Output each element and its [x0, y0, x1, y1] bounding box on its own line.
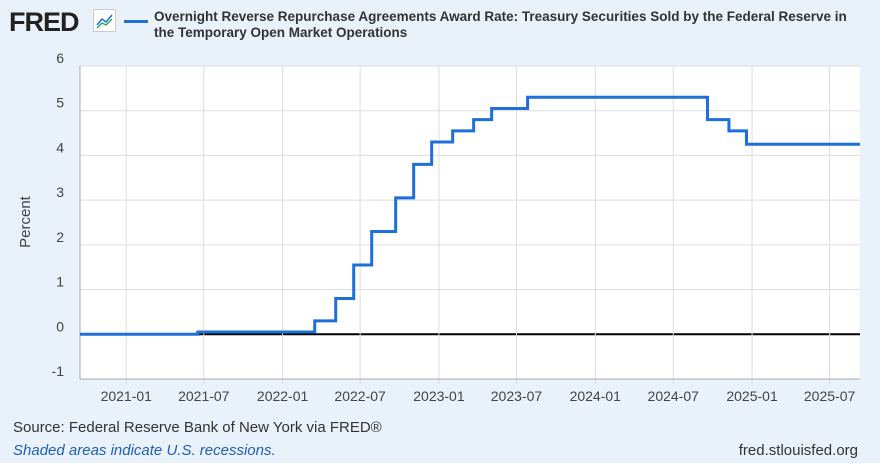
y-tick-label: -1	[52, 363, 65, 379]
chart: -1 0 1 2 3 4 5 6 2021-01 2021-07 2022-01 2022-07 20…	[17, 50, 860, 404]
x-tick-label: 2023-01	[413, 388, 465, 404]
y-tick-label: 6	[56, 50, 64, 66]
x-tick-label: 2024-07	[648, 388, 700, 404]
x-tick-label: 2021-07	[178, 388, 230, 404]
y-tick-label: 1	[56, 274, 64, 290]
source-text: Source: Federal Reserve Bank of New York…	[13, 419, 382, 436]
fred-logo[interactable]: FRED	[9, 7, 79, 37]
y-tick-label: 5	[56, 95, 64, 111]
x-tick-label: 2021-01	[101, 388, 153, 404]
y-tick-label: 2	[56, 229, 64, 245]
y-axis-label: Percent	[17, 195, 34, 248]
site-link[interactable]: fred.stlouisfed.org	[738, 442, 858, 459]
series-line	[80, 95, 860, 336]
x-tick-label: 2023-07	[491, 388, 543, 404]
chart-icon[interactable]	[93, 9, 116, 32]
y-tick-label: 3	[56, 184, 64, 200]
x-tick-label: 2025-01	[726, 388, 778, 404]
y-tick-label: 4	[56, 139, 64, 155]
x-tick-label: 2024-01	[570, 388, 622, 404]
x-tick-label: 2025-07	[804, 388, 856, 404]
recession-note: Shaded areas indicate U.S. recessions.	[13, 442, 276, 459]
x-tick-label: 2022-01	[257, 388, 309, 404]
y-tick-label: 0	[56, 318, 64, 334]
legend-swatch	[124, 20, 148, 23]
x-tick-label: 2022-07	[334, 388, 386, 404]
chart-title: Overnight Reverse Repurchase Agreements …	[154, 9, 847, 40]
